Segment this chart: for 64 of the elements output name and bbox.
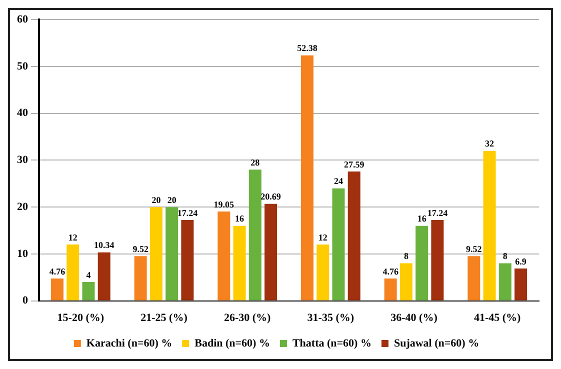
x-tick-label: 41-45 (%) xyxy=(474,312,522,324)
y-tick-label: 60 xyxy=(17,13,28,26)
data-label: 8 xyxy=(404,251,409,262)
bar xyxy=(300,55,314,300)
legend-label: Badin (n=60) % xyxy=(194,337,270,350)
data-label: 4 xyxy=(86,270,92,280)
bar xyxy=(134,256,147,300)
bar xyxy=(66,244,80,300)
bar xyxy=(416,226,428,300)
bar xyxy=(498,263,512,300)
bar xyxy=(332,188,345,300)
x-tick-label: 26-30 (%) xyxy=(224,312,272,324)
bar xyxy=(384,278,397,300)
x-tick-label: 21-25 (%) xyxy=(140,312,188,324)
y-tick-label: 30 xyxy=(17,154,28,166)
bar xyxy=(50,278,64,300)
data-label: 27.59 xyxy=(344,159,365,170)
data-label: 6.9 xyxy=(515,256,527,266)
bar xyxy=(98,252,110,300)
bar xyxy=(181,220,194,300)
bar xyxy=(431,220,444,300)
data-label: 12 xyxy=(68,232,78,242)
y-tick-label: 10 xyxy=(17,248,28,260)
legend-label: Thatta (n=60) % xyxy=(292,337,372,350)
data-label: 4.76 xyxy=(382,266,399,276)
data-label: 20 xyxy=(152,194,162,205)
x-tick-label: 15-20 (%) xyxy=(57,312,104,324)
bar xyxy=(316,244,330,300)
data-label: 32 xyxy=(485,138,495,149)
data-label: 16 xyxy=(417,214,427,224)
bar xyxy=(233,226,246,300)
data-label: 24 xyxy=(334,176,344,186)
y-tick-label: 50 xyxy=(17,60,28,72)
bar xyxy=(150,207,162,300)
bar xyxy=(348,171,360,300)
data-label: 19.05 xyxy=(214,199,235,210)
data-label: 9.52 xyxy=(132,244,149,254)
bar xyxy=(166,207,178,300)
bar xyxy=(514,268,528,300)
data-label: 52.38 xyxy=(297,43,318,54)
x-tick-label: 31-35 (%) xyxy=(307,312,354,324)
bar xyxy=(82,282,95,300)
data-label: 17.24 xyxy=(427,208,448,218)
bar xyxy=(218,212,230,300)
y-tick-label: 20 xyxy=(17,200,28,213)
data-label: 9.52 xyxy=(466,244,482,254)
bar xyxy=(248,170,262,300)
data-label: 28 xyxy=(250,157,260,168)
data-label: 10.34 xyxy=(94,240,115,250)
y-tick-label: 0 xyxy=(22,294,28,307)
data-label: 4.76 xyxy=(49,266,66,276)
data-label: 16 xyxy=(235,214,245,224)
data-label: 20 xyxy=(167,194,177,205)
bar xyxy=(400,263,412,300)
legend-label: Karachi (n=60) % xyxy=(86,337,172,350)
bar xyxy=(468,256,480,300)
bar xyxy=(264,204,278,300)
x-tick-label: 36-40 (%) xyxy=(390,312,438,324)
legend-label: Sujawal (n=60) % xyxy=(394,337,480,350)
data-label: 8 xyxy=(502,251,508,262)
y-tick-label: 40 xyxy=(17,107,28,120)
data-label: 12 xyxy=(318,232,328,242)
data-label: 17.24 xyxy=(177,208,198,218)
bar xyxy=(483,150,496,300)
